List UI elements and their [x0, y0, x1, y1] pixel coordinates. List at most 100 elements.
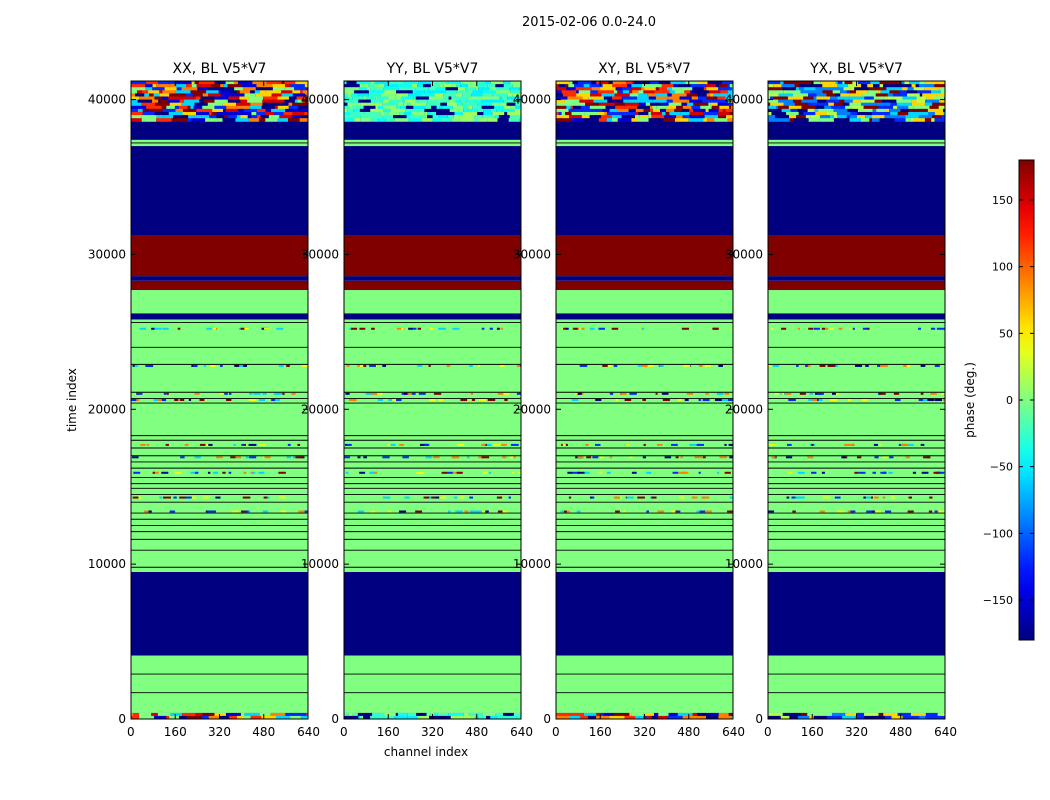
noise-cell — [719, 84, 727, 88]
noise-cell — [158, 81, 168, 85]
noise-dash — [643, 456, 646, 458]
colorbar-label: phase (deg.) — [963, 362, 977, 438]
x-tick-label: 640 — [934, 725, 957, 739]
noise-cell — [409, 118, 422, 122]
noise-dash — [844, 444, 848, 446]
panel-title: XY, BL V5*V7 — [598, 61, 691, 77]
noise-cell — [295, 100, 298, 104]
noise-dash — [717, 393, 721, 395]
noise-cell — [162, 96, 169, 100]
noise-cell — [845, 106, 851, 110]
noise-cell — [373, 81, 376, 85]
noise-cell — [822, 84, 834, 88]
noise-cell — [650, 109, 653, 113]
noise-cell — [872, 112, 879, 116]
noise-cell — [195, 713, 202, 717]
noise-cell — [864, 106, 874, 110]
noise-dash — [945, 497, 953, 499]
noise-cell — [718, 115, 726, 119]
noise-cell — [886, 81, 901, 85]
noise-cell — [826, 93, 835, 97]
noise-cell — [376, 81, 390, 85]
noise-cell — [706, 84, 716, 88]
noise-dash — [788, 399, 796, 401]
noise-cell — [819, 118, 834, 122]
noise-cell — [632, 87, 641, 91]
noise-cell — [301, 115, 313, 119]
noise-dash — [194, 456, 200, 458]
noise-cell — [623, 112, 627, 116]
noise-cell — [771, 100, 779, 104]
noise-cell — [227, 112, 238, 116]
noise-cell — [495, 84, 503, 88]
noise-cell — [257, 109, 265, 113]
noise-cell — [888, 96, 903, 100]
noise-cell — [902, 96, 913, 100]
noise-cell — [148, 90, 159, 94]
noise-dash — [769, 444, 777, 446]
noise-cell — [367, 87, 370, 91]
noise-cell — [431, 106, 436, 110]
noise-cell — [569, 81, 572, 85]
noise-dash — [577, 472, 584, 474]
noise-cell — [168, 100, 180, 104]
noise-dash — [937, 328, 945, 330]
noise-dash — [639, 328, 641, 330]
noise-dash — [867, 328, 870, 330]
noise-cell — [615, 93, 630, 97]
noise-cell — [347, 81, 357, 85]
noise-dash — [429, 328, 433, 330]
noise-cell — [784, 81, 791, 85]
noise-cell — [265, 112, 275, 116]
noise-dash — [577, 456, 583, 458]
noise-cell — [158, 84, 169, 88]
noise-cell — [658, 713, 668, 717]
noise-cell — [344, 93, 348, 97]
noise-cell — [695, 100, 702, 104]
noise-cell — [808, 103, 817, 107]
noise-dash — [230, 456, 235, 458]
noise-dash — [786, 456, 792, 458]
x-tick-label: 480 — [889, 725, 912, 739]
noise-cell — [603, 109, 610, 113]
noise-cell — [459, 118, 474, 122]
noise-cell — [184, 100, 199, 104]
noise-cell — [935, 118, 940, 122]
noise-cell — [908, 112, 915, 116]
noise-cell — [697, 713, 710, 717]
noise-cell — [257, 115, 261, 119]
noise-dash — [502, 393, 509, 395]
noise-cell — [880, 84, 884, 88]
noise-cell — [768, 112, 772, 116]
noise-dash — [651, 497, 656, 499]
noise-cell — [845, 81, 853, 85]
noise-cell — [682, 109, 690, 113]
noise-cell — [142, 118, 156, 122]
noise-cell — [670, 81, 681, 85]
noise-cell — [768, 87, 783, 91]
noise-cell — [685, 81, 697, 85]
noise-dash — [874, 444, 878, 446]
noise-cell — [599, 112, 605, 116]
noise-cell — [226, 109, 239, 113]
noise-cell — [390, 81, 405, 85]
noise-cell — [690, 112, 703, 116]
noise-dash — [185, 497, 192, 499]
noise-cell — [659, 87, 667, 91]
noise-cell — [837, 115, 841, 119]
noise-dash — [173, 497, 176, 499]
noise-cell — [169, 112, 183, 116]
noise-cell — [251, 115, 257, 119]
noise-cell — [571, 106, 573, 110]
noise-dash — [817, 393, 824, 395]
noise-dash — [581, 328, 584, 330]
noise-cell — [308, 109, 321, 113]
noise-dash — [874, 497, 879, 499]
noise-dash — [370, 472, 374, 474]
noise-cell — [427, 115, 432, 119]
noise-cell — [565, 112, 571, 116]
noise-cell — [201, 96, 214, 100]
noise-dash — [614, 497, 620, 499]
panel-title: YX, BL V5*V7 — [809, 61, 903, 77]
noise-cell — [180, 96, 195, 100]
